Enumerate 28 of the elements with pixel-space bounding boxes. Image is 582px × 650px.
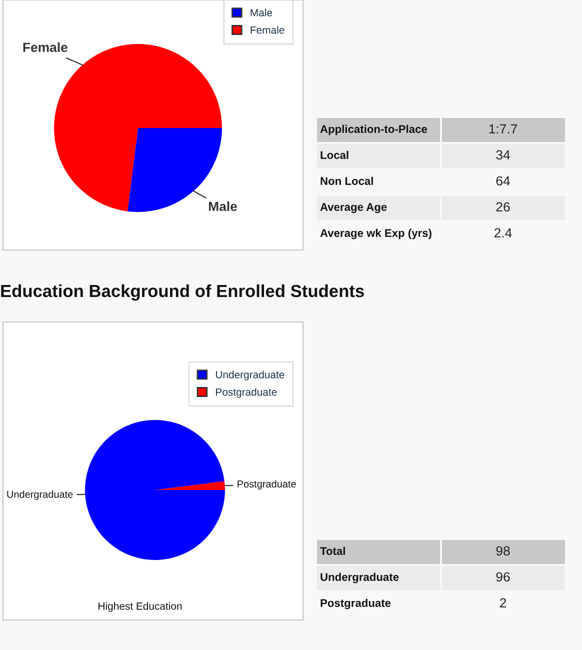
- text: 26: [496, 202, 510, 212]
- pie-slice: [85, 420, 225, 560]
- legend-label: Undergraduate: [216, 370, 284, 380]
- text: Highest Education: [98, 602, 182, 612]
- category-label: Application-to-Place: [320, 124, 428, 136]
- legend-label: Postgraduate: [216, 388, 277, 398]
- chart-title: Education Background of Enrolled Students: [1, 284, 364, 301]
- category-label: Average Age: [320, 203, 387, 214]
- category-label: Non Local: [320, 176, 373, 185]
- slice-label: Male: [208, 201, 237, 212]
- slice-label: Postgraduate: [238, 480, 296, 490]
- pie-slice: [155, 481, 225, 490]
- text: 34: [496, 150, 510, 160]
- text: 64: [496, 176, 510, 186]
- text: 1:7.7: [489, 124, 518, 134]
- text: 98: [496, 546, 510, 556]
- slice-label: Female: [23, 42, 68, 52]
- category-label: Local: [320, 150, 348, 159]
- text: 96: [496, 572, 510, 582]
- category-label: Postgraduate: [320, 598, 391, 610]
- text: 2.4: [494, 228, 512, 238]
- legend-label: Female: [250, 26, 284, 34]
- slice-label: Undergraduate: [7, 490, 73, 500]
- legend-label: Male: [250, 8, 272, 16]
- category-label: Total: [320, 546, 345, 555]
- category-label: Average wk Exp (yrs): [320, 228, 432, 240]
- category-label: Undergraduate: [320, 572, 399, 584]
- text: 2: [500, 598, 506, 608]
